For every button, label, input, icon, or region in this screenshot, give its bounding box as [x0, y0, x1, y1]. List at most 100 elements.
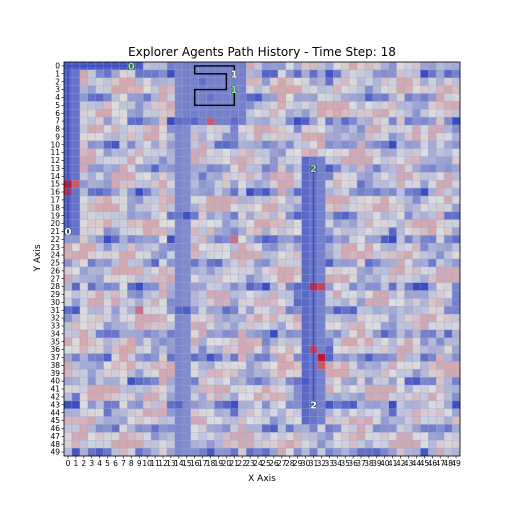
heatmap-cell [325, 62, 334, 71]
heatmap-cell [182, 85, 191, 94]
heatmap-cell [87, 298, 96, 307]
heatmap-cell [388, 219, 397, 228]
heatmap-cell [380, 361, 389, 370]
heatmap-cell [151, 385, 160, 394]
heatmap-cell [111, 164, 120, 173]
heatmap-cell [317, 274, 326, 283]
heatmap-cell [198, 164, 207, 173]
heatmap-cell [372, 282, 381, 291]
heatmap-cell [246, 117, 255, 126]
heatmap-cell [412, 306, 421, 315]
heatmap-cell [293, 172, 302, 181]
heatmap-cell [396, 69, 405, 78]
x-tick-label: 44 [412, 459, 422, 468]
y-tick-label: 25 [50, 259, 60, 268]
heatmap-cell [119, 195, 128, 204]
heatmap-cell [436, 195, 445, 204]
heatmap-cell [135, 211, 144, 220]
heatmap-cell [301, 117, 310, 126]
x-tick-label: 21 [230, 459, 240, 468]
heatmap-cell [135, 180, 144, 189]
heatmap-cell [87, 188, 96, 197]
heatmap-cell [214, 180, 223, 189]
heatmap-cell [127, 117, 136, 126]
heatmap-cell [404, 322, 413, 331]
heatmap-cell [309, 156, 318, 165]
heatmap-cell [269, 361, 278, 370]
heatmap-cell [412, 400, 421, 409]
heatmap-cell [452, 180, 461, 189]
heatmap-cell [174, 432, 183, 441]
heatmap-cell [127, 322, 136, 331]
heatmap-cell [246, 377, 255, 386]
heatmap-cell [349, 109, 358, 118]
x-tick-label: 24 [253, 459, 263, 468]
heatmap-cell [222, 164, 231, 173]
heatmap-cell [119, 243, 128, 252]
heatmap-cell [444, 180, 453, 189]
heatmap-cell [111, 132, 120, 141]
heatmap-cell [436, 243, 445, 252]
heatmap-cell [269, 109, 278, 118]
heatmap-cell [333, 227, 342, 236]
heatmap-cell [111, 101, 120, 110]
heatmap-cell [135, 266, 144, 275]
heatmap-cell [277, 235, 286, 244]
heatmap-cell [341, 109, 350, 118]
heatmap-cell [254, 211, 263, 220]
heatmap-cell [111, 69, 120, 78]
heatmap-cell [436, 211, 445, 220]
heatmap-cell [143, 85, 152, 94]
heatmap-cell [79, 424, 88, 433]
heatmap-cell [151, 306, 160, 315]
heatmap-cell [151, 392, 160, 401]
heatmap-cell [309, 140, 318, 149]
heatmap-cell [452, 282, 461, 291]
heatmap-cell [214, 132, 223, 141]
heatmap-cell [166, 109, 176, 118]
heatmap-cell [182, 259, 191, 268]
heatmap-cell [79, 188, 88, 197]
heatmap-cell [293, 353, 302, 362]
heatmap-cell [143, 314, 152, 323]
heatmap-cell [452, 235, 461, 244]
heatmap-cell [79, 203, 88, 212]
heatmap-cell [222, 322, 231, 331]
heatmap-cell [404, 251, 413, 260]
heatmap-cell [151, 219, 160, 228]
heatmap-cell [412, 259, 421, 268]
heatmap-cell [317, 227, 326, 236]
heatmap-cell [222, 432, 231, 441]
heatmap-cell [254, 77, 263, 86]
heatmap-cell [159, 188, 168, 197]
heatmap-cell [317, 117, 326, 126]
heatmap-cell [341, 290, 350, 299]
heatmap-cell [198, 77, 207, 86]
heatmap-cell [246, 77, 255, 86]
heatmap-cell [103, 314, 112, 323]
heatmap-cell [246, 424, 255, 433]
heatmap-cell [246, 448, 255, 457]
heatmap-cell [254, 353, 263, 362]
heatmap-cell [364, 164, 374, 173]
heatmap-cell [103, 156, 112, 165]
x-tick-label: 26 [269, 459, 279, 468]
heatmap-cell [198, 188, 207, 197]
heatmap-cell [71, 243, 80, 252]
heatmap-cell [301, 290, 310, 299]
heatmap-cell [262, 164, 271, 173]
heatmap-cell [325, 180, 334, 189]
heatmap-cell [380, 432, 389, 441]
heatmap-cell [190, 203, 199, 212]
heatmap-cell [127, 85, 136, 94]
x-tick-label: 17 [198, 459, 208, 468]
heatmap-cell [182, 440, 191, 449]
heatmap-cell [428, 314, 437, 323]
heatmap-cell [428, 77, 437, 86]
heatmap-cell [404, 440, 413, 449]
heatmap-cell [269, 235, 278, 244]
heatmap-cell [71, 188, 80, 197]
heatmap-cell [388, 62, 397, 71]
heatmap-cell [190, 432, 199, 441]
heatmap-cell [285, 440, 294, 449]
